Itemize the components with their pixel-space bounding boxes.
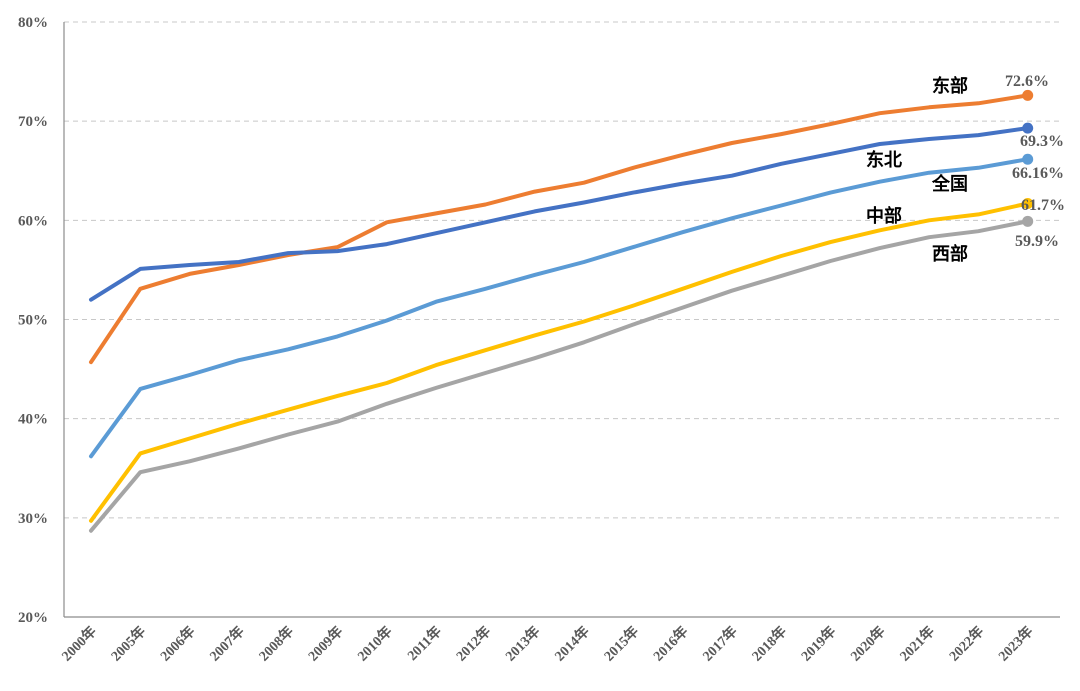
x-tick-label: 2006年 (157, 623, 199, 665)
x-tick-label: 2010年 (354, 623, 396, 665)
x-tick-label: 2020年 (847, 623, 889, 665)
series-line (89, 219, 1030, 533)
x-tick-label: 2018年 (748, 623, 790, 665)
x-tick-label: 2014年 (551, 623, 593, 665)
y-tick-labels: 20% 30% 40% 50% 60% 70% 80% (18, 15, 48, 626)
y-tick-label: 40% (18, 412, 48, 428)
x-tick-label: 2023年 (995, 623, 1037, 665)
series-name-xibu: 西部 (932, 243, 968, 265)
end-value-dongbu: 72.6% (1005, 73, 1049, 90)
end-value-zhongbu: 61.7% (1021, 197, 1065, 214)
y-tick-label: 30% (18, 511, 48, 527)
x-tick-label: 2019年 (798, 623, 840, 665)
x-tick-label: 2022年 (946, 623, 988, 665)
y-tick-label: 20% (18, 610, 48, 626)
x-tick-label: 2011年 (404, 623, 445, 664)
y-tick-label: 60% (18, 213, 48, 229)
series-name-zhongbu: 中部 (866, 205, 902, 227)
series-name-dongbu: 东部 (932, 75, 968, 97)
y-tick-label: 70% (18, 114, 48, 130)
series-end-marker (1022, 153, 1034, 165)
series-end-marker (1022, 89, 1034, 101)
grid-lines (64, 21, 1060, 519)
series-line (89, 157, 1030, 459)
series-line (89, 93, 1030, 365)
y-tick-label: 50% (18, 313, 48, 329)
x-tick-labels: 2000年 2005年 2006年 2007年 2008年 2009年 2010年 2011年… (58, 623, 1036, 665)
x-tick-label: 2017年 (699, 623, 741, 665)
x-tick-label: 2005年 (107, 623, 149, 665)
series-end-marker (1022, 197, 1034, 209)
series-end-marker (1022, 122, 1034, 134)
end-value-xibu: 59.9% (1015, 233, 1059, 250)
series-line (89, 201, 1030, 523)
x-tick-label: 2016年 (650, 623, 692, 665)
x-tick-label: 2021年 (896, 623, 938, 665)
series-line (89, 126, 1030, 302)
series-lines (89, 89, 1034, 533)
series-name-dongbei: 东北 (866, 149, 902, 171)
y-tick-label: 80% (18, 15, 48, 31)
axes (63, 22, 1060, 618)
series-labels: 东部 东北 全国 中部 西部 72.6% 69.3% 66.16% 61.7% … (866, 73, 1065, 265)
series-end-marker (1022, 215, 1034, 227)
end-value-dongbei: 69.3% (1020, 133, 1064, 150)
x-tick-label: 2000年 (58, 623, 100, 665)
x-tick-label: 2015年 (600, 623, 642, 665)
x-tick-label: 2009年 (305, 623, 347, 665)
series-name-quanguo: 全国 (931, 173, 968, 195)
x-tick-label: 2008年 (255, 623, 297, 665)
x-tick-label: 2012年 (453, 623, 495, 665)
end-value-quanguo: 66.16% (1012, 165, 1064, 182)
x-tick-label: 2013年 (502, 623, 544, 665)
x-tick-label: 2007年 (206, 623, 248, 665)
